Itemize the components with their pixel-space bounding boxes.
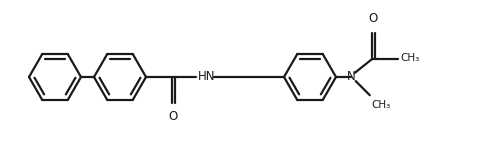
Text: N: N: [347, 69, 355, 82]
Text: HN: HN: [197, 69, 215, 82]
Text: CH₃: CH₃: [371, 100, 390, 110]
Text: O: O: [168, 110, 177, 123]
Text: CH₃: CH₃: [400, 53, 419, 63]
Text: O: O: [368, 12, 377, 25]
